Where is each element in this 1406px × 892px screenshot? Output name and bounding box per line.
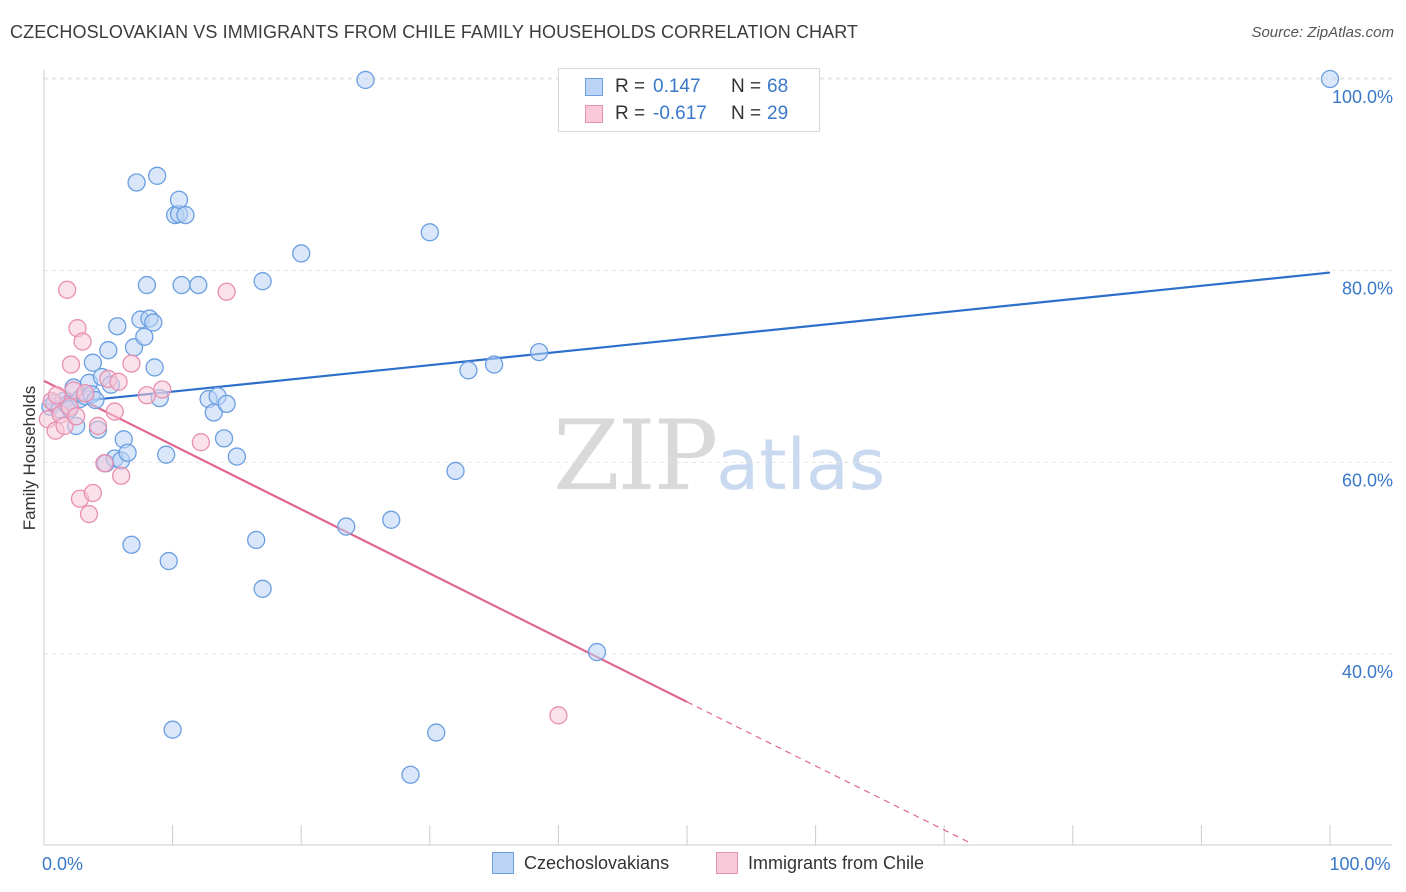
point-chile	[112, 466, 131, 485]
watermark-atlas: atlas	[716, 424, 886, 506]
point-czechoslovakians	[247, 530, 266, 550]
point-czechoslovakians	[356, 70, 375, 90]
trend-extension-chile	[686, 701, 971, 844]
point-czechoslovakians	[420, 223, 439, 242]
x-tick-label: 0.0%	[42, 854, 83, 874]
point-chile	[88, 416, 108, 436]
n-label: N =	[731, 76, 762, 97]
point-czechoslovakians	[137, 275, 157, 295]
point-czechoslovakians	[163, 720, 182, 739]
point-chile	[83, 483, 103, 503]
r-label: R =	[615, 103, 646, 124]
point-czechoslovakians	[1320, 69, 1340, 89]
n-label: N =	[731, 103, 762, 124]
point-czechoslovakians	[401, 765, 420, 784]
point-chile	[47, 386, 67, 405]
legend-label: Czechoslovakians	[524, 852, 670, 873]
point-czechoslovakians	[148, 166, 167, 185]
watermark: ZIPatlas	[553, 400, 885, 512]
point-chile	[67, 407, 86, 426]
point-czechoslovakians	[172, 275, 191, 295]
point-czechoslovakians	[144, 313, 163, 332]
point-czechoslovakians	[127, 173, 146, 192]
legend-item-czechoslovakians: Czechoslovakians	[492, 852, 669, 874]
point-czechoslovakians	[587, 642, 607, 662]
point-chile	[549, 706, 568, 725]
point-chile	[217, 282, 236, 301]
point-czechoslovakians	[108, 317, 127, 336]
legend-label: Immigrants from Chile	[748, 852, 925, 873]
point-chile	[137, 386, 157, 405]
point-czechoslovakians	[83, 353, 103, 372]
point-czechoslovakians	[135, 327, 154, 346]
point-czechoslovakians	[99, 341, 118, 360]
stats-legend: R = 0.147 N = 68 R = -0.617 N = 29	[558, 68, 820, 132]
point-czechoslovakians	[382, 510, 401, 529]
point-czechoslovakians	[169, 190, 189, 209]
point-chile	[191, 433, 211, 452]
point-czechoslovakians	[292, 244, 311, 263]
legend-item-chile: Immigrants from Chile	[716, 852, 924, 874]
point-czechoslovakians	[427, 723, 446, 742]
legend-row-chile: R = -0.617 N = 29	[585, 102, 788, 126]
point-czechoslovakians	[157, 445, 176, 464]
n-value: 29	[767, 103, 789, 124]
point-czechoslovakians	[227, 447, 247, 466]
chart-title: CZECHOSLOVAKIAN VS IMMIGRANTS FROM CHILE…	[10, 22, 859, 42]
point-chile	[95, 454, 114, 473]
point-czechoslovakians	[189, 275, 208, 295]
watermark-zip: ZIP	[553, 400, 718, 512]
point-czechoslovakians	[159, 551, 178, 571]
grid-lines	[44, 77, 1392, 655]
legend-swatch-pink	[716, 852, 738, 874]
point-chile	[76, 384, 95, 403]
trend-line-czechoslovakians	[43, 271, 1331, 406]
point-czechoslovakians	[217, 394, 236, 414]
point-chile	[73, 332, 92, 351]
point-czechoslovakians	[118, 443, 137, 462]
point-czechoslovakians	[145, 358, 164, 377]
point-czechoslovakians	[337, 517, 356, 536]
point-czechoslovakians	[484, 355, 504, 374]
data-points	[38, 69, 1340, 784]
tick-labels: 40.0% 60.0% 80.0% 100.0% 0.0% 100.0%	[42, 87, 1393, 874]
point-czechoslovakians	[459, 361, 478, 380]
r-value: -0.617	[653, 103, 707, 124]
axes	[43, 70, 1392, 846]
trend-line-chile	[43, 379, 688, 703]
legend-swatch-blue	[585, 78, 603, 96]
y-tick-label: 60.0%	[1342, 470, 1393, 490]
point-czechoslovakians	[253, 272, 272, 291]
r-value: 0.147	[653, 76, 701, 97]
y-tick-label: 40.0%	[1342, 662, 1393, 682]
point-chile	[122, 354, 141, 373]
point-chile	[57, 280, 77, 299]
legend-swatch-blue	[492, 852, 514, 874]
r-label: R =	[615, 76, 646, 97]
point-czechoslovakians	[122, 535, 141, 554]
point-chile	[109, 372, 128, 391]
trend-lines	[43, 271, 1331, 844]
point-chile	[153, 380, 172, 399]
point-czechoslovakians	[529, 342, 549, 362]
legend-swatch-pink	[585, 105, 603, 123]
point-chile	[105, 402, 124, 421]
point-chile	[79, 504, 99, 524]
point-czechoslovakians	[253, 579, 272, 598]
legend-row-czechoslovakians: R = 0.147 N = 68	[585, 75, 788, 99]
point-czechoslovakians	[214, 429, 234, 448]
n-value: 68	[767, 76, 789, 97]
point-czechoslovakians	[176, 205, 195, 225]
point-czechoslovakians	[446, 461, 465, 481]
y-tick-label: 80.0%	[1342, 279, 1393, 299]
x-tick-label: 100.0%	[1329, 854, 1390, 874]
point-chile	[61, 355, 81, 374]
source-credit: Source: ZipAtlas.com	[1251, 24, 1394, 41]
y-tick-label: 100.0%	[1332, 87, 1393, 107]
